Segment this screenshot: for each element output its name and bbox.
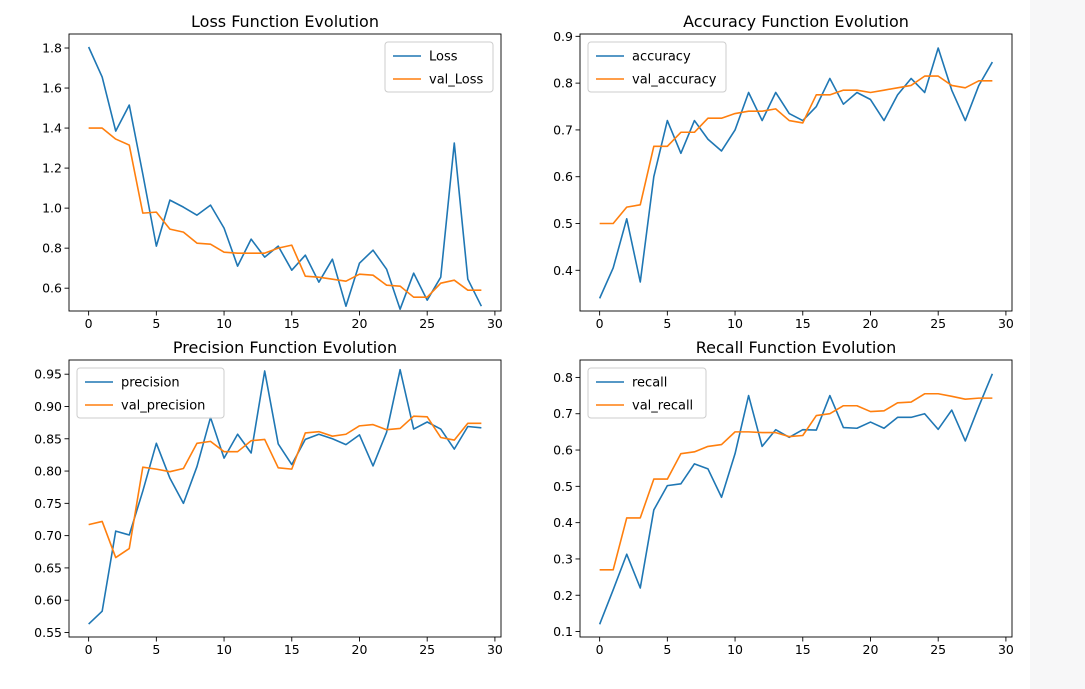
x-tick-label: 20	[352, 642, 368, 657]
legend-label: val_accuracy	[632, 73, 717, 88]
chart-panel: Recall Function Evolution 0 5 10 15 20 25 30 0.1…	[553, 338, 1014, 657]
y-tick-label: 0.9	[553, 29, 573, 44]
legend: accuracy val_accuracy	[587, 41, 727, 93]
y-tick-label: 0.6	[553, 169, 573, 184]
chart-panel: Accuracy Function Evolution 0 5 10 15 20 25 30 0…	[553, 12, 1014, 331]
series-line-accuracy	[598, 47, 994, 299]
x-tick-label: 15	[795, 642, 811, 657]
legend-label: accuracy	[632, 50, 691, 65]
legend-box	[76, 367, 225, 419]
series-line-Loss	[87, 46, 483, 311]
axes-frame	[579, 359, 1013, 638]
axes-frame	[68, 359, 502, 638]
y-tick-label: 1.4	[42, 121, 62, 136]
series-line-val_recall	[599, 392, 993, 571]
x-tick-label: 25	[419, 642, 435, 657]
legend: precision val_precision	[76, 367, 225, 419]
y-tick-label: 1.2	[42, 161, 62, 176]
y-tick-label: 0.95	[34, 367, 62, 382]
x-tick-label: 25	[419, 316, 435, 331]
x-tick-label: 5	[663, 642, 671, 657]
y-tick-label: 1.0	[42, 201, 62, 216]
y-tick-label: 0.70	[34, 528, 62, 543]
chart-title: Precision Function Evolution	[173, 338, 397, 357]
y-tick-label: 0.60	[34, 593, 62, 608]
chart-title: Loss Function Evolution	[191, 12, 379, 31]
y-tick-label: 0.6	[42, 281, 62, 296]
y-tick-label: 0.1	[553, 624, 573, 639]
axes-frame	[68, 33, 502, 312]
series-line-val_precision	[88, 415, 482, 559]
x-tick-label: 15	[284, 316, 300, 331]
y-tick-label: 1.8	[42, 41, 62, 56]
x-tick-label: 15	[795, 316, 811, 331]
chart-title: Accuracy Function Evolution	[683, 12, 909, 31]
x-tick-label: 0	[85, 316, 93, 331]
x-tick-label: 5	[663, 316, 671, 331]
legend-label: precision	[121, 376, 180, 391]
y-tick-label: 0.8	[553, 76, 573, 91]
legend-label: val_precision	[121, 399, 205, 414]
y-tick-label: 0.90	[34, 399, 62, 414]
chart-panel: Precision Function Evolution 0 5 10 15 20 25 30…	[34, 338, 503, 657]
axes-frame	[579, 33, 1013, 312]
legend-label: recall	[632, 376, 667, 391]
x-tick-label: 0	[596, 316, 604, 331]
y-tick-label: 0.85	[34, 431, 62, 446]
y-tick-label: 0.80	[34, 464, 62, 479]
y-tick-label: 0.75	[34, 496, 62, 511]
series-line-recall	[598, 373, 994, 625]
x-tick-label: 30	[998, 642, 1014, 657]
x-tick-label: 30	[998, 316, 1014, 331]
series-line-precision	[88, 368, 482, 625]
x-tick-label: 0	[596, 642, 604, 657]
x-tick-label: 5	[152, 642, 160, 657]
legend-label: Loss	[429, 50, 458, 65]
y-tick-label: 0.5	[553, 216, 573, 231]
x-tick-label: 20	[352, 316, 368, 331]
legend: Loss val_Loss	[384, 41, 494, 93]
x-tick-label: 15	[284, 642, 300, 657]
x-tick-label: 20	[863, 316, 879, 331]
page-margin-strip	[1030, 0, 1085, 689]
y-tick-label: 0.5	[553, 479, 573, 494]
y-tick-label: 0.6	[553, 443, 573, 458]
legend-label: val_recall	[632, 399, 693, 414]
x-tick-label: 0	[85, 642, 93, 657]
y-tick-label: 0.55	[34, 625, 62, 640]
training-metrics-figure: Loss Function Evolution 0 5 10 15 20 25 30 0.6 0.…	[34, 12, 1014, 657]
y-tick-label: 0.4	[553, 263, 573, 278]
x-tick-label: 25	[930, 642, 946, 657]
y-tick-label: 0.2	[553, 588, 573, 603]
y-tick-label: 0.8	[42, 241, 62, 256]
x-tick-label: 10	[216, 316, 232, 331]
x-tick-label: 10	[727, 316, 743, 331]
y-tick-label: 0.4	[553, 515, 573, 530]
y-tick-label: 0.8	[553, 370, 573, 385]
legend-label: val_Loss	[429, 73, 484, 88]
x-tick-label: 30	[487, 316, 503, 331]
x-tick-label: 20	[863, 642, 879, 657]
x-tick-label: 5	[152, 316, 160, 331]
y-tick-label: 0.7	[553, 122, 573, 137]
series-line-val_accuracy	[599, 75, 993, 225]
x-tick-label: 10	[727, 642, 743, 657]
x-tick-label: 10	[216, 642, 232, 657]
series-line-val_Loss	[88, 127, 482, 298]
chart-title: Recall Function Evolution	[696, 338, 897, 357]
legend: recall val_recall	[587, 367, 707, 419]
y-tick-label: 0.7	[553, 406, 573, 421]
x-tick-label: 25	[930, 316, 946, 331]
y-tick-label: 0.3	[553, 551, 573, 566]
chart-panel: Loss Function Evolution 0 5 10 15 20 25 30 0.6 0.…	[42, 12, 503, 331]
y-tick-label: 1.6	[42, 81, 62, 96]
y-tick-label: 0.65	[34, 560, 62, 575]
x-tick-label: 30	[487, 642, 503, 657]
